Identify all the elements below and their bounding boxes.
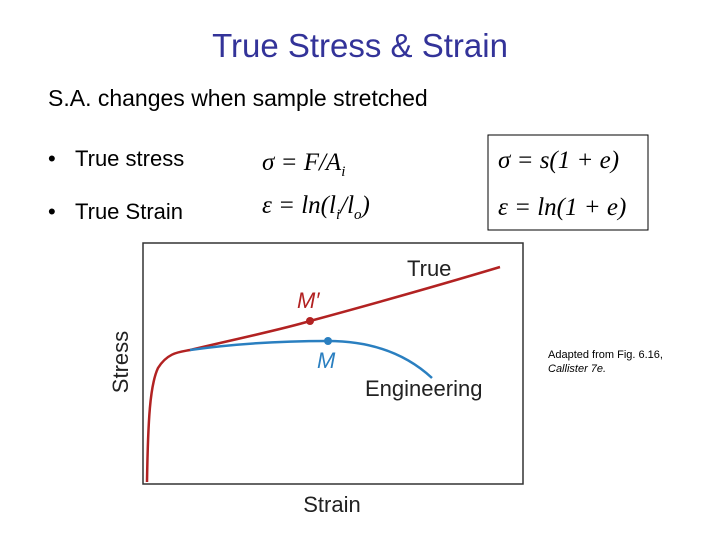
citation: Callister 7e. [548,363,606,375]
plot-frame [142,242,524,485]
bullet-marker: • [48,199,56,224]
true-curve [145,265,501,483]
true-point [306,317,314,325]
bullet: True Strain [75,199,183,224]
formula-part: ε = ln(l [262,192,336,219]
bullet: True stress [75,146,184,171]
point-label: M [317,348,336,373]
citation: Adapted from Fig. 6.16, [548,349,663,361]
curve-label: True [407,256,451,281]
formula: ε = ln(li/lo) [262,192,370,223]
formula-subscript: i [336,207,340,223]
engineering-point [324,337,332,345]
point-label: M′ [297,288,320,313]
formula-subscript: o [354,207,362,223]
formula-part: ) [360,192,370,219]
formula-part: σ = F/A [262,149,342,176]
curve-label: Engineering [365,376,482,401]
x-axis-label: Strain [303,492,360,517]
formula: ε = ln(1 + e) [498,194,626,221]
formula: σ = F/Ai [262,149,345,180]
formula: σ = s(1 + e) [498,147,619,174]
formula-part: /l [338,192,354,219]
formula-box [487,134,649,231]
y-axis-label: Stress [108,331,133,393]
subtitle: S.A. changes when sample stretched [48,85,428,111]
formula-subscript: i [341,164,345,180]
bullet-marker: • [48,146,56,171]
title: True Stress & Strain [212,27,508,64]
engineering-curve [189,339,433,379]
